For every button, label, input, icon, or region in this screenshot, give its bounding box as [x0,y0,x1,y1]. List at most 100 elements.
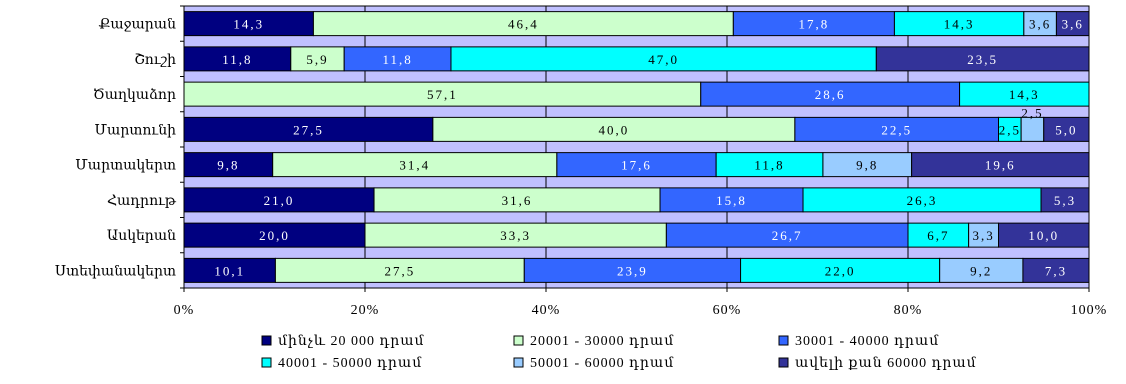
data-label: 26,7 [772,228,803,243]
data-label: 9,8 [856,158,878,173]
data-label: 57,1 [427,87,458,102]
data-label: 3,6 [1029,17,1051,32]
data-label: 11,8 [382,52,412,67]
bar-segment [183,257,276,283]
x-tick-label: 80% [894,303,923,318]
bar-segment [290,46,345,72]
legend-entry: 20001 - 30000 դրամ [530,334,674,349]
data-label: 7,3 [1045,263,1067,278]
category-label: Ծաղկաձոր [93,87,176,103]
bar-segment [998,222,1090,248]
data-label: 2,5 [999,122,1021,137]
legend-swatch [261,357,272,368]
bar-segment [450,46,877,72]
data-label: 9,2 [970,263,992,278]
legend-entry: մինչև 20 000 դրամ [278,334,425,349]
bar-segment [802,187,1042,213]
bar-segment [1022,257,1090,283]
x-tick-label: 100% [1071,303,1108,318]
category-label: Ստեփանակերտ [55,264,176,279]
data-label: 3,6 [1062,17,1084,32]
bar-segment [1043,116,1090,142]
x-tick-label: 20% [351,303,380,318]
data-label: 17,6 [621,158,652,173]
data-label: 9,8 [217,158,239,173]
data-label: 14,3 [233,17,264,32]
bar-segment [183,152,274,178]
bar-segment [183,81,702,107]
bar-segment [822,152,913,178]
data-label: 33,3 [500,228,531,243]
bar-segment [959,81,1090,107]
bar-segment [1020,116,1045,142]
bar-segment [740,257,941,283]
bar-segment [907,222,970,248]
bar-segment [893,11,1025,37]
category-label: Ասկերան [107,229,176,244]
bar-segment [364,222,667,248]
bar-segment [556,152,717,178]
bar-segment [732,11,895,37]
bar-segment [939,257,1024,283]
data-label: 28,6 [815,87,846,102]
data-label: 5,9 [306,52,328,67]
data-label: 19,6 [985,158,1016,173]
data-label: 3,3 [972,228,994,243]
data-label: 10,0 [1028,228,1059,243]
legend-entry: ավելի քան 60000 դրամ [795,356,977,371]
bar-segment [432,116,796,142]
bar-segment [794,116,999,142]
data-label: 27,5 [293,122,324,137]
data-label: 31,6 [502,193,533,208]
data-label: 23,9 [617,263,648,278]
data-label: 6,7 [927,228,949,243]
category-label: Քաջարան [99,18,177,33]
x-tick-label: 40% [532,303,561,318]
x-tick-label: 60% [713,303,742,318]
bar-segment [911,152,1090,178]
bar-segment [1040,187,1090,213]
data-label: 11,8 [754,158,784,173]
data-label: 40,0 [599,122,630,137]
category-label: Մարտունի [94,123,176,138]
data-label: 27,5 [384,263,415,278]
bar-segment [183,187,375,213]
data-label: 14,3 [1009,87,1040,102]
legend-swatch [513,335,524,346]
data-label: 2,5 [1021,105,1043,120]
data-label: 10,1 [214,263,245,278]
data-label: 17,8 [799,17,830,32]
data-label: 47,0 [648,52,679,67]
legend-entry: 40001 - 50000 դրամ [278,356,422,371]
data-label: 23,5 [967,52,998,67]
data-label: 15,8 [716,193,747,208]
data-label: 26,3 [907,193,938,208]
bar-segment [183,116,434,142]
data-label: 11,8 [222,52,252,67]
bar-segment [715,152,824,178]
bar-segment [373,187,661,213]
x-tick-label: 0% [174,303,195,318]
data-label: 21,0 [264,193,295,208]
category-label: Շուշի [134,53,176,68]
data-label: 14,3 [944,17,975,32]
data-label: 5,3 [1054,193,1076,208]
legend-swatch [261,335,272,346]
legend-swatch [778,335,789,346]
bar-segment [875,46,1090,72]
legend-entry: 50001 - 60000 դրամ [530,356,674,371]
data-label: 31,4 [399,158,430,173]
legend-swatch [513,357,524,368]
data-label: 5,0 [1055,122,1077,137]
category-label: Հադրութ [107,194,177,209]
legend-entry: 30001 - 40000 դրամ [795,334,939,349]
bar-segment [1055,11,1090,37]
data-label: 46,4 [508,17,539,32]
legend-swatch [778,357,789,368]
data-label: 22,5 [881,122,912,137]
data-label: 20,0 [259,228,290,243]
bar-segment [665,222,909,248]
bar-segment [659,187,804,213]
